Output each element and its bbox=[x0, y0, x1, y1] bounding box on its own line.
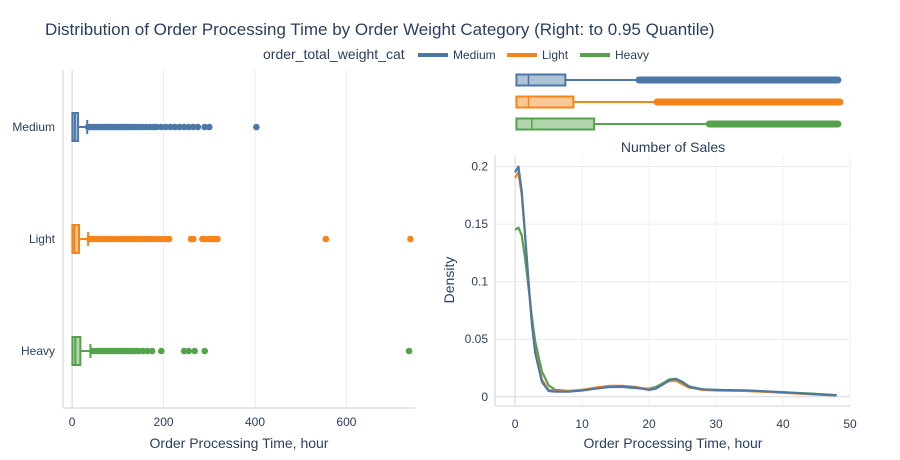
density-x-tick-label: 40 bbox=[776, 417, 790, 431]
left-outlier-point bbox=[253, 123, 260, 131]
left-y-tick-label: Heavy bbox=[21, 344, 55, 358]
left-outlier-point bbox=[180, 123, 188, 131]
left-outlier-point bbox=[180, 347, 188, 355]
density-y-tick-label: 0.2 bbox=[471, 160, 488, 174]
left-outlier-point bbox=[194, 123, 202, 131]
left-x-tick-label: 200 bbox=[154, 415, 174, 429]
right-boxplot-panel bbox=[515, 73, 844, 131]
left-outlier-point bbox=[189, 123, 197, 131]
density-line-light bbox=[514, 171, 837, 397]
left-outlier-point bbox=[201, 347, 209, 355]
left-outlier-point bbox=[167, 123, 174, 131]
left-box bbox=[71, 224, 81, 254]
left-y-tick-label: Medium bbox=[12, 120, 55, 134]
left-x-tick-label: 0 bbox=[69, 415, 76, 429]
left-outlier-point bbox=[162, 123, 170, 131]
left-outlier-point bbox=[185, 123, 193, 131]
right-box bbox=[515, 117, 596, 131]
left-outlier-point bbox=[153, 123, 161, 131]
left-x-tick-label: 600 bbox=[336, 415, 356, 429]
left-outlier-point bbox=[322, 235, 330, 243]
density-panel: 0 0.05 0.1 0.15 0.2 0 10 20 30 40 50 Number of Sale… bbox=[441, 139, 857, 451]
left-x-tick-label: 400 bbox=[245, 415, 265, 429]
legend-label-heavy: Heavy bbox=[615, 48, 649, 62]
legend-label-medium: Medium bbox=[453, 48, 496, 62]
left-outlier-point bbox=[205, 123, 213, 131]
left-outlier-point bbox=[191, 347, 198, 355]
density-line-medium bbox=[514, 165, 837, 397]
left-outlier-point bbox=[171, 123, 179, 131]
legend-label-light: Light bbox=[542, 48, 569, 62]
right-box bbox=[515, 73, 567, 87]
left-outlier-point bbox=[148, 347, 156, 355]
density-y-tick-label: 0 bbox=[481, 390, 488, 404]
left-outlier-point bbox=[189, 235, 197, 243]
left-outlier-point bbox=[176, 123, 183, 131]
density-x-tick-label: 0 bbox=[512, 417, 519, 431]
left-outlier-point bbox=[405, 347, 413, 355]
density-y-tick-label: 0.05 bbox=[465, 332, 489, 346]
left-outlier-point bbox=[157, 123, 165, 131]
left-outlier-point bbox=[144, 347, 151, 355]
left-outlier-point bbox=[201, 123, 209, 131]
left-box bbox=[71, 336, 82, 366]
legend-title: order_total_weight_cat bbox=[263, 46, 405, 62]
density-y-tick-label: 0.1 bbox=[471, 275, 488, 289]
legend: order_total_weight_cat Medium Light Heavy bbox=[263, 46, 649, 62]
density-x-tick-label: 10 bbox=[575, 417, 589, 431]
left-boxplot-panel: 0 200 400 600 Medium Light Heavy Order Processi… bbox=[12, 70, 415, 451]
density-subplot-title: Number of Sales bbox=[621, 139, 725, 155]
density-line-heavy bbox=[514, 226, 837, 397]
left-x-axis-title: Order Processing Time, hour bbox=[150, 435, 329, 451]
left-outlier-point bbox=[157, 347, 165, 355]
left-y-tick-label: Light bbox=[29, 232, 56, 246]
left-outlier-point bbox=[165, 235, 173, 243]
density-x-axis-title: Order Processing Time, hour bbox=[584, 435, 763, 451]
right-box bbox=[515, 95, 575, 109]
density-x-tick-label: 50 bbox=[843, 417, 857, 431]
chart-title: Distribution of Order Processing Time by… bbox=[45, 20, 715, 39]
left-outlier-point bbox=[407, 235, 414, 243]
density-y-tick-label: 0.15 bbox=[465, 217, 489, 231]
density-x-tick-label: 30 bbox=[709, 417, 723, 431]
left-outlier-point bbox=[214, 235, 221, 243]
density-x-tick-label: 20 bbox=[642, 417, 656, 431]
left-outlier-point bbox=[139, 347, 147, 355]
density-y-axis-title: Density bbox=[441, 257, 457, 304]
left-outlier-point bbox=[185, 347, 193, 355]
